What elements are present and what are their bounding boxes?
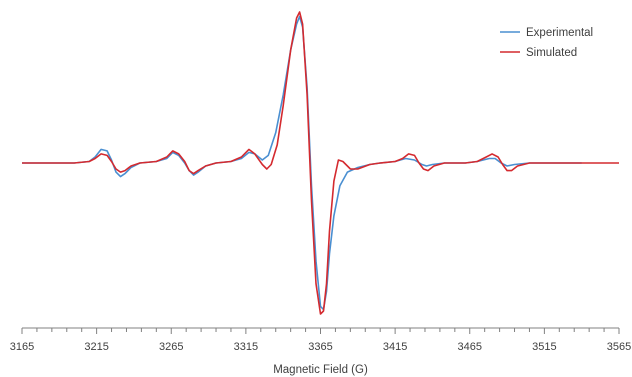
legend-label-simulated: Simulated (526, 47, 577, 59)
series-layer (22, 11, 619, 315)
x-tick-label: 3565 (607, 341, 631, 353)
x-tick-label: 3415 (383, 341, 407, 353)
x-axis-ticks: 3165 3215 3265 3315 3365 3415 3465 3515 3565 (10, 328, 631, 353)
x-axis-title: Magnetic Field (G) (273, 364, 368, 376)
x-tick-label: 3265 (159, 341, 183, 353)
series-line-experimental (22, 15, 582, 311)
x-tick-label: 3465 (458, 341, 482, 353)
x-tick-label: 3165 (10, 341, 34, 353)
x-tick-label: 3315 (234, 341, 258, 353)
series-line-simulated (22, 11, 619, 315)
x-tick-label: 3365 (308, 341, 332, 353)
x-tick-label: 3515 (532, 341, 556, 353)
x-tick-label: 3215 (84, 341, 108, 353)
legend: Experimental Simulated (500, 27, 593, 59)
legend-label-experimental: Experimental (526, 27, 593, 39)
